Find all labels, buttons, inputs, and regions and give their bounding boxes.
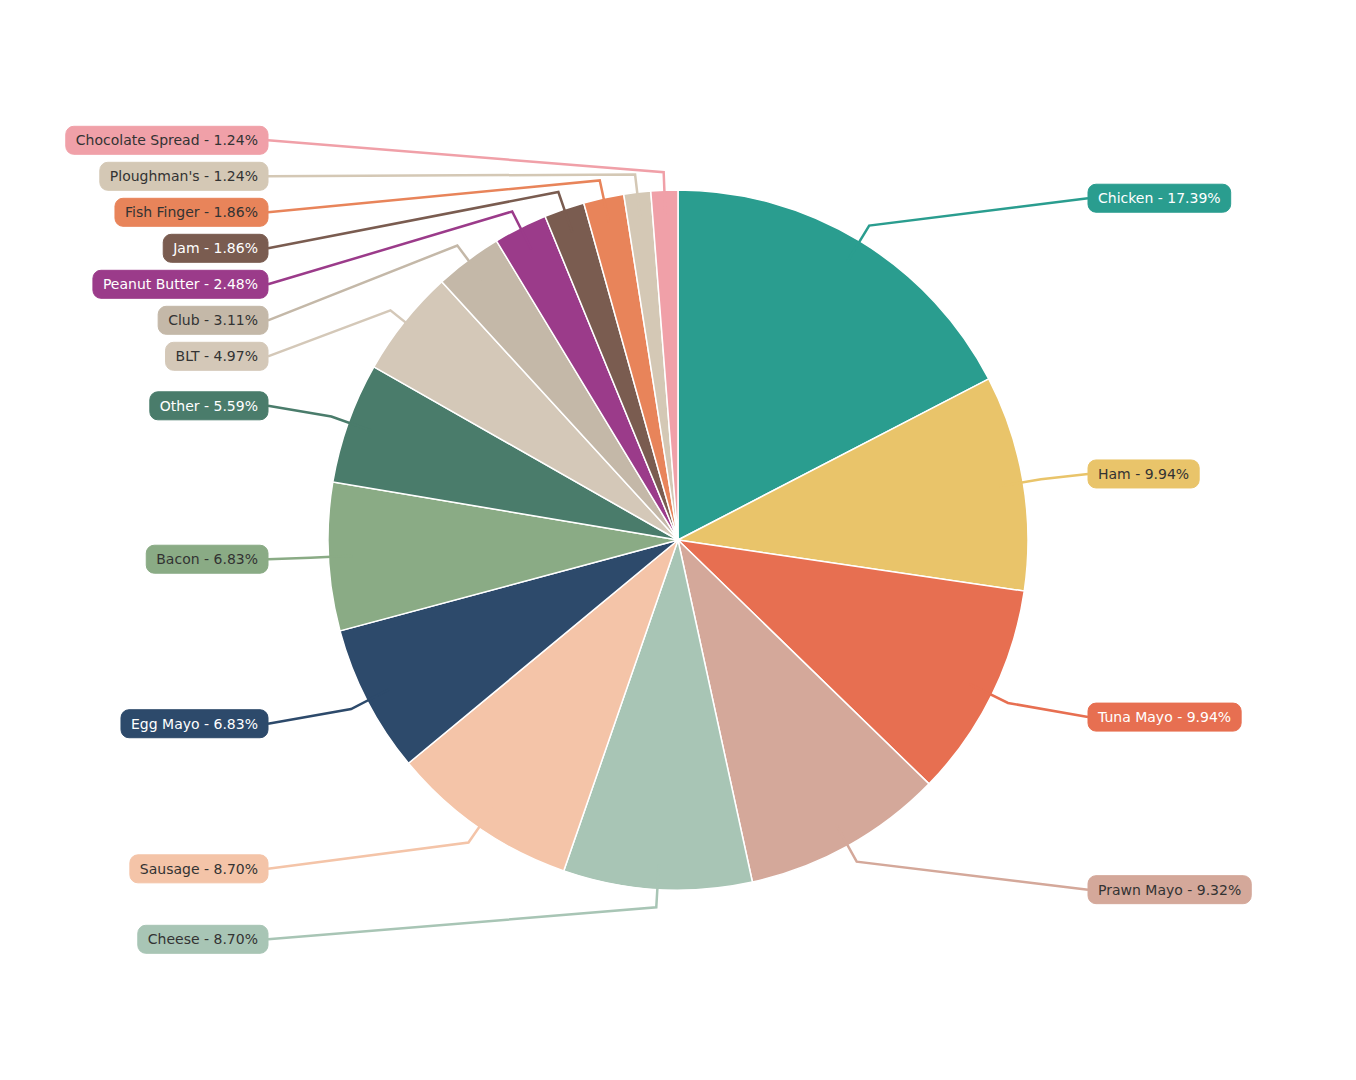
label-box [93,270,268,298]
label-box [121,710,268,738]
label-box [163,234,268,262]
label-box [146,545,268,573]
label-box [1088,184,1231,212]
leader-line [268,406,371,431]
data-label: Sausage - 8.70% [130,855,268,883]
label-box [130,855,268,883]
label-box [100,162,268,190]
label-text: Club - 3.11% [168,312,258,328]
label-text: Jam - 1.86% [172,240,258,256]
data-label: Egg Mayo - 6.83% [121,710,268,738]
leader-line [268,175,640,217]
data-label: Other - 5.59% [150,392,268,420]
data-labels: Chicken - 17.39% Ham - 9.94% Tuna Mayo - 9… [66,126,1251,953]
data-label: Fish Finger - 1.86% [115,198,268,226]
label-box [1088,460,1199,488]
leader-line [999,474,1088,486]
data-label: Cheese - 8.70% [138,925,268,953]
label-box [115,198,268,226]
data-label: Chicken - 17.39% [1088,184,1231,212]
leader-line [268,140,665,214]
chart: ChickenHamTuna MayoPrawn MayoCheeseSausa… [0,0,1356,1080]
label-box [1088,703,1241,731]
leader-line [268,180,609,222]
data-label: Bacon - 6.83% [146,545,268,573]
leader-line [268,310,424,356]
label-text: Other - 5.59% [160,398,258,414]
label-box [150,392,268,420]
label-text: Fish Finger - 1.86% [125,204,258,220]
leader-line [268,192,572,248]
label-text: Chicken - 17.39% [1098,190,1221,206]
pie: ChickenHamTuna MayoPrawn MayoCheeseSausa… [328,190,1028,890]
leader-line [268,246,483,321]
leader-line [970,684,1088,717]
data-label: Prawn Mayo - 9.32% [1088,876,1251,904]
label-text: Prawn Mayo - 9.32% [1098,882,1241,898]
label-text: Bacon - 6.83% [156,551,258,567]
leader-line [268,865,659,939]
data-label: Ploughman's - 1.24% [100,162,268,190]
data-label: Jam - 1.86% [163,234,268,262]
label-box [158,306,268,334]
leader-line [836,825,1088,890]
label-text: Egg Mayo - 6.83% [131,716,258,732]
leader-lines [268,140,1088,939]
leader-line [268,556,353,560]
leader-line [268,808,493,869]
label-text: Ploughman's - 1.24% [110,168,258,184]
label-text: Chocolate Spread - 1.24% [76,132,258,148]
data-label: BLT - 4.97% [166,342,268,370]
data-label: Peanut Butter - 2.48% [93,270,268,298]
label-text: Peanut Butter - 2.48% [103,276,258,292]
label-box [138,925,268,953]
label-box [166,342,268,370]
label-text: BLT - 4.97% [176,348,258,364]
data-label: Chocolate Spread - 1.24% [66,126,268,154]
label-text: Cheese - 8.70% [148,931,258,947]
data-label: Club - 3.11% [158,306,268,334]
leader-line [268,690,389,724]
slice: Chocolate Spread [651,190,678,540]
label-box [1088,876,1251,904]
data-label: Ham - 9.94% [1088,460,1199,488]
leader-line [847,198,1088,262]
label-text: Ham - 9.94% [1098,466,1189,482]
label-text: Tuna Mayo - 9.94% [1097,709,1231,725]
label-box [66,126,268,154]
data-label: Tuna Mayo - 9.94% [1088,703,1241,731]
label-text: Sausage - 8.70% [140,861,258,877]
